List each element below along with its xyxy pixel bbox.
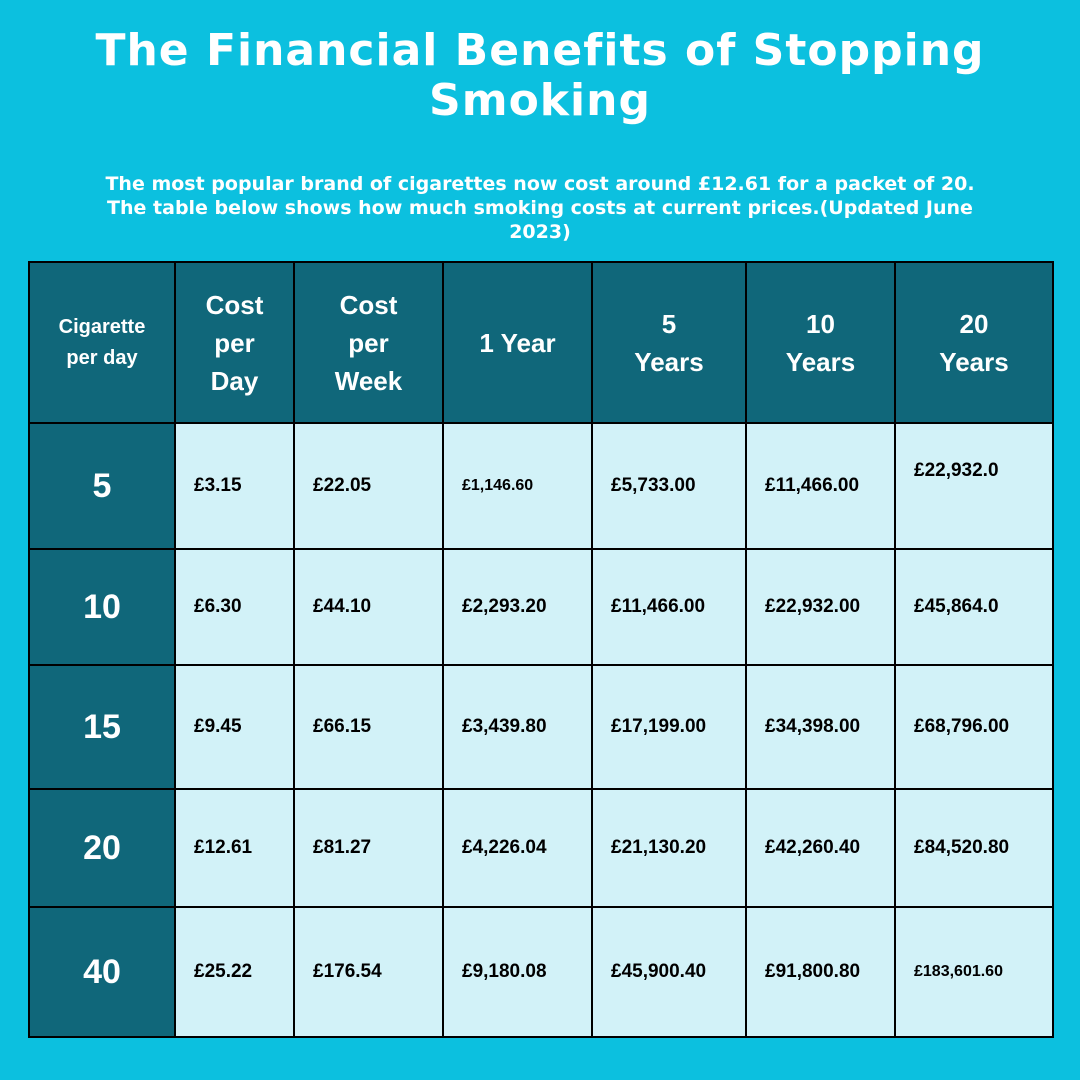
cost-20-years-cell: £45,864.0 (894, 548, 1054, 666)
cost-1-year-cell: £3,439.80 (442, 664, 593, 790)
row-label: 10 (28, 548, 176, 666)
cost-5-years-cell: £45,900.40 (591, 906, 747, 1038)
cost-1-year-cell: £4,226.04 (442, 788, 593, 908)
table-header-row: Cigarette per day Cost per Day Cost per … (28, 261, 1054, 424)
cost-10-years-cell: £34,398.00 (745, 664, 896, 790)
page-subtitle: The most popular brand of cigarettes now… (30, 172, 1050, 244)
header-10-years: 10 Years (745, 261, 896, 424)
header-1-year: 1 Year (442, 261, 593, 424)
cost-5-years-cell: £21,130.20 (591, 788, 747, 908)
cost-table: Cigarette per day Cost per Day Cost per … (28, 261, 1054, 1038)
cost-per-week-cell: £22.05 (293, 422, 444, 550)
cost-per-week-cell: £44.10 (293, 548, 444, 666)
cost-10-years-cell: £11,466.00 (745, 422, 896, 550)
cost-5-years-cell: £17,199.00 (591, 664, 747, 790)
cost-per-day-cell: £25.22 (174, 906, 295, 1038)
cost-10-years-cell: £91,800.80 (745, 906, 896, 1038)
row-label: 40 (28, 906, 176, 1038)
row-label: 5 (28, 422, 176, 550)
cost-5-years-cell: £11,466.00 (591, 548, 747, 666)
header-cigarettes-per-day: Cigarette per day (28, 261, 176, 424)
row-label: 15 (28, 664, 176, 790)
cost-1-year-cell: £9,180.08 (442, 906, 593, 1038)
cost-per-week-cell: £66.15 (293, 664, 444, 790)
subtitle-line-3: 2023) (509, 221, 571, 243)
page-title: The Financial Benefits of Stopping Smoki… (95, 25, 985, 126)
cost-20-years-cell: £22,932.0 (894, 422, 1054, 550)
table-row: 40 £25.22 £176.54 £9,180.08 £45,900.40 £… (28, 906, 1054, 1038)
table-row: 15 £9.45 £66.15 £3,439.80 £17,199.00 £34… (28, 664, 1054, 790)
header-20-years: 20 Years (894, 261, 1054, 424)
table-row: 10 £6.30 £44.10 £2,293.20 £11,466.00 £22… (28, 548, 1054, 666)
header-cost-per-week: Cost per Week (293, 261, 444, 424)
cost-20-years-cell: £183,601.60 (894, 906, 1054, 1038)
cost-per-day-cell: £6.30 (174, 548, 295, 666)
cost-per-day-cell: £9.45 (174, 664, 295, 790)
cost-per-day-cell: £3.15 (174, 422, 295, 550)
cost-per-day-cell: £12.61 (174, 788, 295, 908)
subtitle-line-1: The most popular brand of cigarettes now… (105, 173, 975, 195)
header-cost-per-day: Cost per Day (174, 261, 295, 424)
cost-5-years-cell: £5,733.00 (591, 422, 747, 550)
subtitle-line-2: The table below shows how much smoking c… (107, 197, 973, 219)
cost-1-year-cell: £1,146.60 (442, 422, 593, 550)
cost-per-week-cell: £81.27 (293, 788, 444, 908)
header-5-years: 5 Years (591, 261, 747, 424)
cost-20-years-cell: £84,520.80 (894, 788, 1054, 908)
cost-1-year-cell: £2,293.20 (442, 548, 593, 666)
cost-per-week-cell: £176.54 (293, 906, 444, 1038)
table-row: 20 £12.61 £81.27 £4,226.04 £21,130.20 £4… (28, 788, 1054, 908)
row-label: 20 (28, 788, 176, 908)
cost-20-years-cell: £68,796.00 (894, 664, 1054, 790)
cost-10-years-cell: £42,260.40 (745, 788, 896, 908)
cost-10-years-cell: £22,932.00 (745, 548, 896, 666)
table-row: 5 £3.15 £22.05 £1,146.60 £5,733.00 £11,4… (28, 422, 1054, 550)
